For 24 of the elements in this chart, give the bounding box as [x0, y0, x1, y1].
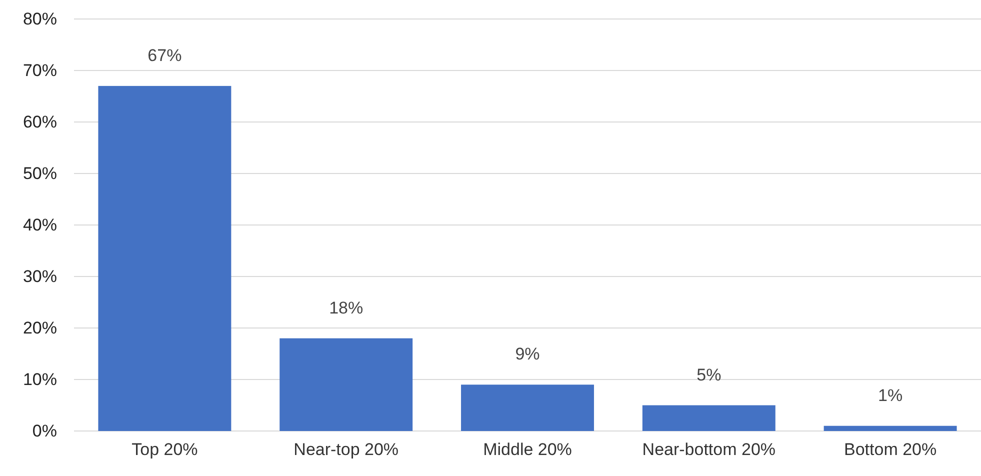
y-tick-label: 30%: [22, 266, 57, 286]
y-tick-label: 80%: [22, 9, 57, 28]
y-tick-label: 40%: [22, 215, 57, 234]
y-tick-label: 20%: [22, 318, 57, 338]
y-tick-label: 70%: [22, 60, 57, 80]
data-label: 9%: [515, 344, 540, 364]
x-tick-label: Near-top 20%: [294, 440, 399, 460]
data-label: 18%: [329, 298, 364, 318]
x-tick-label: Middle 20%: [483, 440, 572, 460]
bar: [98, 86, 232, 431]
data-label: 5%: [696, 365, 722, 384]
y-tick-label: 10%: [22, 370, 57, 389]
y-tick-label: 50%: [22, 164, 57, 183]
bar: [824, 426, 957, 431]
x-tick-label: Near-bottom 20%: [642, 440, 776, 460]
y-tick-label: 0%: [32, 421, 57, 440]
bar: [461, 384, 594, 431]
x-tick-label: Top 20%: [132, 440, 198, 460]
data-label: 1%: [878, 386, 903, 405]
data-label: 67%: [148, 46, 182, 65]
bar: [642, 405, 776, 431]
y-tick-label: 60%: [22, 112, 57, 132]
x-tick-label: Bottom 20%: [844, 440, 937, 460]
bar: [280, 338, 413, 431]
